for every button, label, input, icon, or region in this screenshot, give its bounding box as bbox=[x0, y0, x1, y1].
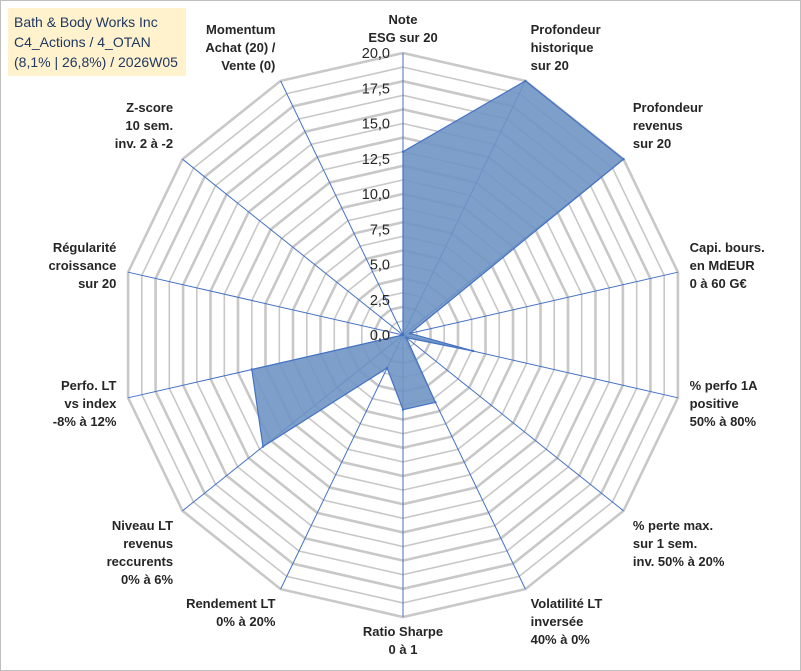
axis-label-line: 0 à 60 G€ bbox=[690, 276, 747, 291]
series-point bbox=[401, 333, 405, 337]
axis-label-line: inv. 50% à 20% bbox=[633, 554, 725, 569]
axis-label-line: Perfo. LT bbox=[61, 378, 116, 393]
series-point bbox=[434, 401, 437, 404]
axis-label-line: Capi. bours. bbox=[690, 240, 765, 255]
axis-label: % perfo 1A positive 50% à 80% bbox=[690, 378, 759, 429]
axis-label-line: 10 sem. bbox=[125, 118, 173, 133]
axis-label-line: ESG sur 20 bbox=[368, 30, 437, 45]
axis-label-line: 50% à 80% bbox=[690, 414, 757, 429]
axis-label-line: Volatilité LT bbox=[531, 596, 603, 611]
series-point bbox=[261, 445, 265, 448]
axis-label-line: inversée bbox=[531, 614, 584, 629]
axis-label-line: positive bbox=[690, 396, 739, 411]
axis-label-line: Momentum bbox=[206, 22, 275, 37]
info-line-company: Bath & Body Works Inc bbox=[14, 14, 158, 30]
axis-label-line: revenus bbox=[633, 118, 683, 133]
radar-tick-labels: 0,0 2,5 5,0 7,5 10,0 12,5 15,0 17,5 20,0 bbox=[362, 46, 390, 344]
axis-label-line: Rendement LT bbox=[186, 596, 275, 611]
axis-spoke bbox=[402, 271, 679, 336]
series-point bbox=[405, 336, 408, 339]
axis-label: Régularité croissance sur 20 bbox=[48, 240, 116, 291]
axis-label-line: Ratio Sharpe bbox=[363, 624, 443, 639]
axis-label: Rendement LT 0% à 20% bbox=[186, 596, 276, 629]
axis-label-line: revenus bbox=[123, 536, 173, 551]
axis-label: Profondeur revenus sur 20 bbox=[633, 100, 703, 151]
axis-label-line: Achat (20) / bbox=[205, 40, 275, 55]
axis-label-line: en MdEUR bbox=[690, 258, 756, 273]
series-point bbox=[408, 332, 412, 335]
axis-spoke bbox=[402, 334, 624, 512]
axis-label-line: croissance bbox=[48, 258, 116, 273]
tick-label: 7,5 bbox=[370, 222, 390, 238]
series-point bbox=[401, 150, 405, 153]
radar-axis-labels: Note ESG sur 20 Profondeur historique sur 20… bbox=[48, 12, 764, 657]
tick-label: 2,5 bbox=[370, 293, 390, 309]
tick-label: 12,5 bbox=[362, 152, 390, 168]
axis-label: Momentum Achat (20) / Vente (0) bbox=[205, 22, 275, 73]
radar-series bbox=[250, 79, 625, 448]
axis-spoke bbox=[182, 158, 404, 336]
axis-label-line: 40% à 0% bbox=[531, 632, 591, 647]
axis-label: Niveau LT revenus reccurents 0% à 6% bbox=[107, 518, 174, 587]
tick-label: 20,0 bbox=[362, 46, 390, 62]
axis-label-line: % perfo 1A bbox=[690, 378, 759, 393]
axis-label: Profondeur historique sur 20 bbox=[531, 22, 601, 73]
axis-label-line: 0 à 1 bbox=[389, 642, 418, 657]
tick-label: 17,5 bbox=[362, 81, 390, 97]
axis-label-line: inv. 2 à -2 bbox=[115, 136, 173, 151]
series-point bbox=[622, 158, 625, 161]
axis-label-line: Profondeur bbox=[531, 22, 601, 37]
axis-label-line: Régularité bbox=[53, 240, 117, 255]
axis-label: Volatilité LT inversée 40% à 0% bbox=[531, 596, 603, 647]
series-point bbox=[401, 408, 405, 411]
axis-spoke bbox=[280, 334, 404, 590]
axis-label-line: Profondeur bbox=[633, 100, 703, 115]
series-point bbox=[471, 349, 475, 353]
info-line-period: (8,1% | 26,8%) / 2026W05 bbox=[14, 54, 178, 70]
axis-label: Z-score 10 sem. inv. 2 à -2 bbox=[115, 100, 173, 151]
axis-label-line: Niveau LT bbox=[112, 518, 173, 533]
axis-label-line: reccurents bbox=[107, 554, 173, 569]
axis-label-line: Note bbox=[389, 12, 418, 27]
axis-label-line: % perte max. bbox=[633, 518, 713, 533]
axis-label: Capi. bours. en MdEUR 0 à 60 G€ bbox=[690, 240, 765, 291]
axis-label: % perte max. sur 1 sem. inv. 50% à 20% bbox=[633, 518, 725, 569]
axis-label: Ratio Sharpe 0 à 1 bbox=[363, 624, 443, 657]
info-line-category: C4_Actions / 4_OTAN bbox=[14, 34, 151, 50]
axis-label-line: vs index bbox=[64, 396, 117, 411]
tick-label: 10,0 bbox=[362, 187, 390, 203]
axis-label-line: sur 20 bbox=[633, 136, 671, 151]
axis-label: Perfo. LT vs index -8% à 12% bbox=[53, 378, 117, 429]
series-point bbox=[385, 366, 389, 370]
axis-label-line: Vente (0) bbox=[221, 58, 275, 73]
axis-label-line: sur 1 sem. bbox=[633, 536, 697, 551]
axis-label-line: sur 20 bbox=[78, 276, 116, 291]
series-point bbox=[524, 79, 527, 83]
axis-label-line: 0% à 20% bbox=[216, 614, 276, 629]
axis-spoke bbox=[127, 271, 404, 336]
axis-label-line: -8% à 12% bbox=[53, 414, 117, 429]
axis-spoke bbox=[280, 80, 404, 336]
series-point bbox=[250, 368, 253, 371]
axis-label-line: 0% à 6% bbox=[121, 572, 173, 587]
axis-label-line: sur 20 bbox=[531, 58, 569, 73]
tick-label: 5,0 bbox=[370, 258, 390, 274]
axis-label-line: historique bbox=[531, 40, 594, 55]
tick-label: 0,0 bbox=[370, 328, 390, 344]
tick-label: 15,0 bbox=[362, 117, 390, 133]
axis-label: Note ESG sur 20 bbox=[368, 12, 437, 45]
info-box: Bath & Body Works Inc C4_Actions / 4_OTA… bbox=[8, 8, 186, 76]
axis-label-line: Z-score bbox=[126, 100, 173, 115]
